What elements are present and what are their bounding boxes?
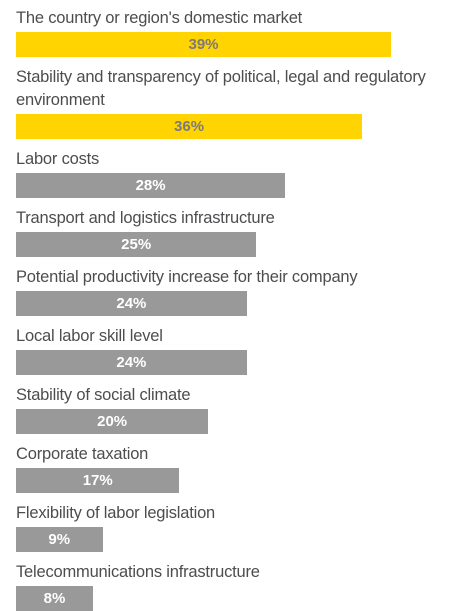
bar-row: The country or region's domestic market 3… [16,7,446,57]
bar-row: Transport and logistics infrastructure 25… [16,207,446,257]
value-label: 20% [97,413,128,430]
bar: 24% [16,350,247,375]
category-label: Potential productivity increase for thei… [16,268,358,286]
category-label: Transport and logistics infrastructure [16,209,275,227]
value-label: 36% [174,118,205,135]
value-label: 24% [116,295,147,312]
bar: 28% [16,173,286,198]
category-label: Stability of social climate [16,386,191,404]
bar: 17% [16,468,180,493]
page: The country or region's domestic market 3… [16,9,426,611]
bar: 24% [16,291,247,316]
category-label: The country or region's domestic market [16,9,303,27]
bar: 39% [16,32,391,57]
bar-row: Flexibility of labor legislation 9% [16,502,446,552]
value-label: 24% [116,354,147,371]
bar: 9% [16,527,103,552]
bar-row: Labor costs 28% [16,148,446,198]
bar-row: Stability of social climate 20% [16,384,446,434]
bar: 25% [16,232,257,257]
category-label: Telecommunications infrastructure [16,563,260,581]
bar-row: Potential productivity increase for thei… [16,266,446,316]
category-label: Labor costs [16,150,100,168]
category-label: Flexibility of labor legislation [16,504,216,522]
chart: The country or region's domestic market 3… [16,7,446,611]
value-label: 17% [82,472,113,489]
value-label: 9% [48,531,71,548]
category-label: Stability and transparency of political,… [16,68,426,109]
value-label: 39% [188,36,219,53]
value-label: 25% [121,236,152,253]
bar: 36% [16,114,363,139]
bar-row: Stability and transparency of political,… [16,66,446,139]
category-label: Corporate taxation [16,445,149,463]
value-label: 8% [43,590,66,607]
value-label: 28% [135,177,166,194]
bar-row: Telecommunications infrastructure 8% [16,561,446,611]
category-label: Local labor skill level [16,327,163,345]
bar-row: Corporate taxation 17% [16,443,446,493]
bar-row: Local labor skill level 24% [16,325,446,375]
bar: 20% [16,409,209,434]
bar: 8% [16,586,93,611]
